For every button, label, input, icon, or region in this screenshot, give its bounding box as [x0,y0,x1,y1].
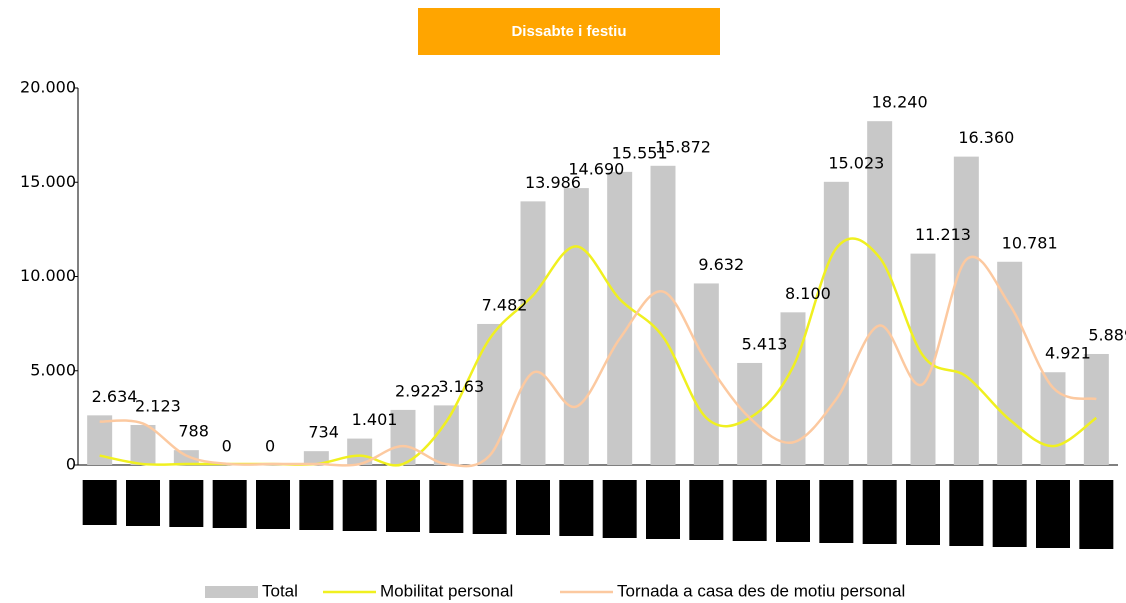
redacted-label [862,480,897,544]
title-box [418,8,720,55]
y-tick-label: 0 [66,455,76,474]
y-tick-label: 5.000 [30,360,76,379]
data-label: 0 [265,437,275,456]
bar [563,188,589,465]
redacted-label [949,480,984,546]
redacted-label [1036,480,1070,548]
redacted-label [819,480,854,543]
redacted-label [776,480,810,542]
bar [390,409,416,465]
bar [173,450,199,465]
data-label: 8.100 [785,284,831,303]
data-label: 2.123 [135,396,181,415]
redacted-label [82,480,117,525]
legend-label: Mobilitat personal [380,581,513,600]
data-label: 5.889 [1088,325,1126,344]
data-label: 0 [222,437,232,456]
data-label: 10.781 [1002,233,1058,252]
redacted-label [256,480,290,529]
redacted-label [386,480,420,532]
bar [823,181,849,465]
bar [607,171,633,465]
redacted-label [992,480,1027,547]
redacted-label [516,480,550,535]
data-label: 16.360 [958,128,1014,147]
redacted-label [732,480,767,541]
bar [737,362,763,465]
redacted-label [299,480,334,530]
data-label: 4.921 [1045,344,1091,363]
redacted-label [559,480,594,536]
data-label: 9.632 [698,255,744,274]
legend-swatch [205,586,258,598]
data-label: 1.401 [352,410,398,429]
data-label: 13.986 [525,173,581,192]
redacted-label [342,480,377,531]
data-label: 11.213 [915,225,971,244]
data-label: 18.240 [872,93,928,112]
y-tick-label: 10.000 [20,266,76,285]
bar [433,405,459,465]
data-label: 5.413 [742,334,788,353]
data-label: 788 [178,422,209,441]
data-label: 2.922 [395,381,441,400]
line [99,255,1097,468]
chart-title: Dissabte i festiu [511,23,626,40]
data-label: 15.551 [612,143,668,162]
data-label: 734 [308,423,339,442]
y-tick-label: 15.000 [20,172,76,191]
data-label: 15.872 [655,137,711,156]
redacted-label [646,480,680,539]
bar [130,424,156,465]
data-label: 2.634 [92,387,138,406]
y-tick-label: 20.000 [20,78,76,97]
redacted-label [1079,480,1114,549]
data-label: 14.690 [568,160,624,179]
bar [997,261,1023,465]
legend-label: Tornada a casa des de motiu personal [617,581,905,600]
redacted-label [429,480,464,533]
bar [953,156,979,465]
data-label: 3.163 [438,377,484,396]
redacted-label [906,480,940,545]
redacted-label [212,480,247,528]
bar [867,121,893,466]
bar [910,253,936,465]
redacted-label [602,480,637,538]
line [99,237,1098,467]
bar [520,201,546,466]
bar [303,451,329,465]
redacted-label [689,480,724,540]
bar [1083,353,1109,465]
legend-label: Total [262,581,298,600]
data-label: 15.023 [828,153,884,172]
data-label: 7.482 [482,295,528,314]
redacted-label [126,480,160,526]
redacted-label [472,480,507,534]
bar [650,165,676,465]
redacted-label [169,480,204,527]
